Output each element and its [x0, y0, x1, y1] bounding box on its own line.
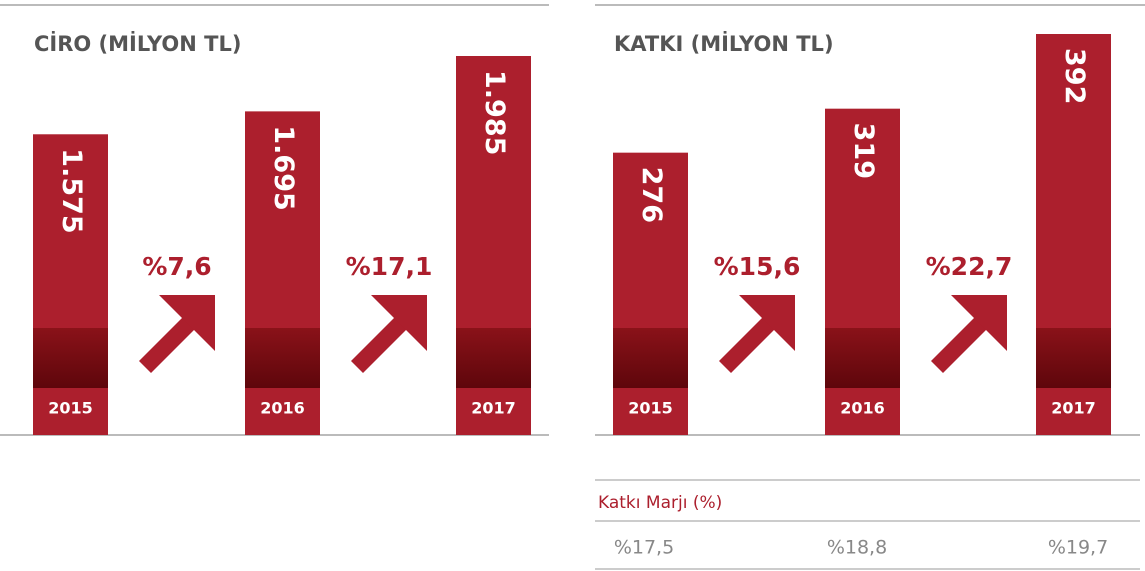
- chart-title: CİRO (MİLYON TL): [34, 31, 241, 56]
- arrow-head: [159, 295, 215, 351]
- bar-shade: [245, 328, 320, 388]
- x-tick-label: 2015: [628, 399, 673, 418]
- value-label: 319: [848, 123, 879, 179]
- table-title: Katkı Marjı (%): [598, 493, 722, 513]
- bar-shade: [456, 328, 531, 388]
- arrow-head: [371, 295, 427, 351]
- arrow-head: [951, 295, 1007, 351]
- growth-label: %17,1: [346, 252, 433, 281]
- x-tick-label: 2017: [1051, 399, 1096, 418]
- growth-label: %22,7: [926, 252, 1013, 281]
- value-label: 1.695: [268, 125, 299, 210]
- chart-title: KATKI (MİLYON TL): [614, 31, 834, 56]
- growth-label: %7,6: [142, 252, 211, 281]
- bar-shade: [825, 328, 900, 388]
- x-tick-label: 2015: [48, 399, 93, 418]
- table-value: %19,7: [1048, 537, 1108, 559]
- bar-shade: [1036, 328, 1111, 388]
- table-value: %18,8: [827, 537, 887, 559]
- value-label: 1.575: [56, 148, 87, 233]
- table-value: %17,5: [614, 537, 674, 559]
- x-tick-label: 2016: [260, 399, 305, 418]
- value-label: 276: [636, 167, 667, 223]
- value-label: 392: [1059, 48, 1090, 104]
- value-label: 1.985: [479, 70, 510, 155]
- x-tick-label: 2017: [471, 399, 516, 418]
- bar-shade: [33, 328, 108, 388]
- arrow-head: [739, 295, 795, 351]
- x-tick-label: 2016: [840, 399, 885, 418]
- growth-label: %15,6: [714, 252, 801, 281]
- bar-shade: [613, 328, 688, 388]
